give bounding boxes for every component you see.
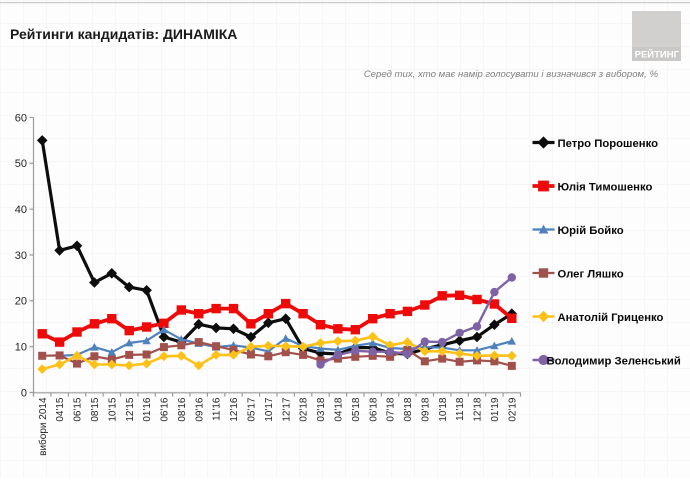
svg-text:30: 30 (15, 250, 27, 262)
svg-text:03'18: 03'18 (316, 397, 327, 422)
svg-text:04'18: 04'18 (334, 397, 345, 422)
svg-text:12'17: 12'17 (281, 397, 292, 422)
svg-text:06'18: 06'18 (368, 397, 379, 422)
svg-text:40: 40 (15, 204, 27, 216)
svg-text:вибори 2014: вибори 2014 (37, 397, 49, 456)
svg-text:09'18: 09'18 (420, 397, 431, 422)
svg-text:Володимир Зеленський: Володимир Зеленський (547, 355, 681, 367)
svg-text:Серед тих, хто має намір голос: Серед тих, хто має намір голосувати і ви… (364, 69, 659, 80)
svg-text:Юрій Бойко: Юрій Бойко (558, 225, 624, 237)
svg-text:11'16: 11'16 (212, 397, 223, 421)
svg-text:12'16: 12'16 (229, 397, 240, 422)
svg-text:01'16: 01'16 (142, 397, 153, 422)
svg-text:07'18: 07'18 (386, 397, 397, 422)
svg-text:10'17: 10'17 (264, 397, 275, 422)
svg-text:10'15: 10'15 (107, 397, 118, 422)
svg-text:Рейтинги кандидатів: ДИНАМІКА: Рейтинги кандидатів: ДИНАМІКА (10, 26, 237, 42)
svg-text:02'18: 02'18 (299, 397, 310, 422)
svg-text:12'15: 12'15 (125, 397, 136, 422)
svg-text:10: 10 (15, 342, 27, 354)
svg-text:08'16: 08'16 (177, 397, 188, 422)
svg-text:Юлія Тимошенко: Юлія Тимошенко (558, 181, 653, 193)
svg-text:08'15: 08'15 (90, 397, 101, 422)
svg-text:0: 0 (21, 387, 27, 399)
svg-text:Петро Порошенко: Петро Порошенко (558, 138, 659, 150)
svg-text:50: 50 (15, 158, 27, 170)
svg-text:Олег Ляшко: Олег Ляшко (558, 268, 624, 280)
svg-text:Анатолій Гриценко: Анатолій Гриценко (558, 312, 664, 324)
svg-text:05'18: 05'18 (351, 397, 362, 422)
svg-text:10'18: 10'18 (438, 397, 449, 422)
svg-text:08'18: 08'18 (403, 397, 414, 422)
svg-text:20: 20 (15, 296, 27, 308)
svg-text:РЕЙТИНГ: РЕЙТИНГ (635, 49, 680, 61)
svg-text:05'17: 05'17 (247, 397, 258, 422)
svg-text:60: 60 (15, 112, 27, 124)
svg-text:02'19: 02'19 (507, 397, 518, 422)
svg-text:06'16: 06'16 (160, 397, 171, 422)
svg-text:09'16: 09'16 (194, 397, 205, 422)
svg-text:12'18: 12'18 (473, 397, 484, 422)
svg-text:01'19: 01'19 (490, 397, 501, 422)
svg-text:04'15: 04'15 (55, 397, 66, 422)
svg-text:06'15: 06'15 (73, 397, 84, 422)
svg-text:11'18: 11'18 (455, 397, 466, 421)
